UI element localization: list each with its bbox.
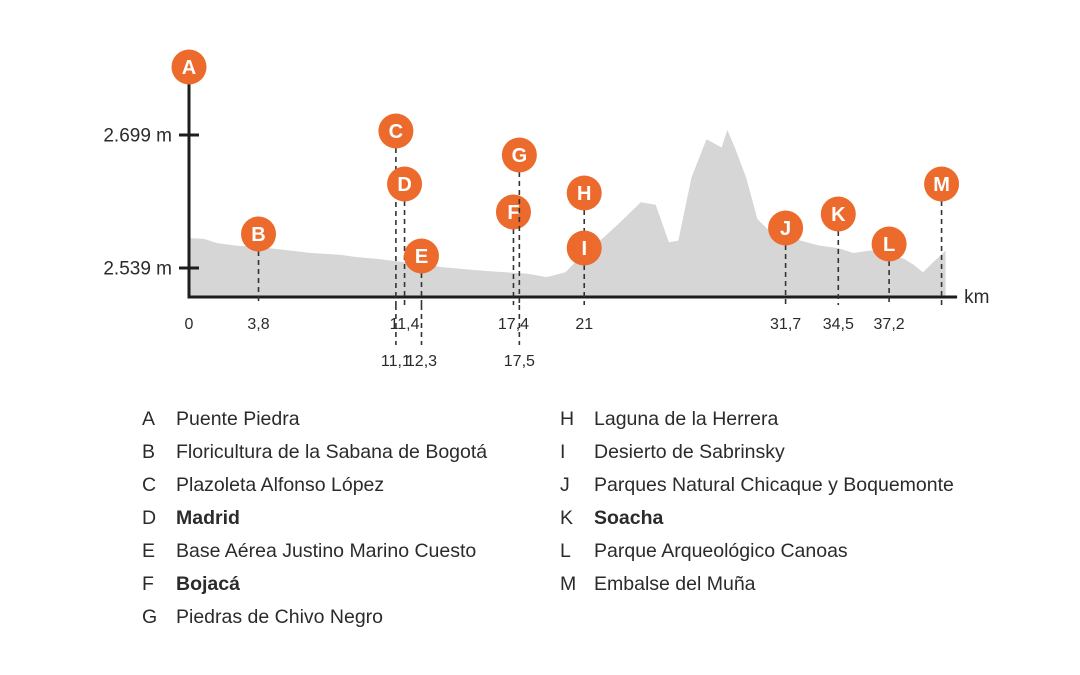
marker-e-circle	[403, 238, 439, 274]
marker-f-letter: F	[507, 202, 519, 224]
legend-letter: J	[560, 474, 570, 496]
legend-place-name: Floricultura de la Sabana de Bogotá	[176, 441, 488, 463]
marker-a-circle	[171, 49, 207, 85]
legend-letter: F	[142, 573, 154, 595]
legend-letter: A	[142, 408, 156, 430]
x-tick-label-c: 11,1	[381, 353, 411, 370]
legend-item-l: L Parque Arqueológico Canoas	[560, 535, 954, 568]
legend-item-j: J Parques Natural Chicaque y Boquemonte	[560, 469, 954, 502]
legend-item-a: A Puente Piedra	[142, 403, 487, 436]
marker-m-circle	[924, 166, 960, 202]
legend-place-name: Puente Piedra	[176, 408, 300, 430]
legend-place-name: Bojacá	[176, 573, 240, 595]
x-tick-label-e: 12,3	[406, 353, 437, 370]
y-tick-label: 2.539 m	[103, 259, 172, 280]
legend-letter: I	[560, 441, 566, 463]
legend-place-name: Soacha	[594, 507, 664, 529]
elevation-area	[189, 130, 946, 297]
x-tick-label-d: 11,4	[390, 316, 420, 333]
legend-item-d: D Madrid	[142, 502, 487, 535]
legend-letter: L	[560, 540, 571, 562]
marker-h-letter: H	[577, 183, 591, 205]
legend-letter: M	[560, 573, 577, 595]
marker-g-circle	[501, 137, 537, 173]
marker-c-letter: C	[389, 121, 403, 143]
x-tick-label-j: 31,7	[770, 316, 801, 333]
legend-item-c: C Plazoleta Alfonso López	[142, 469, 487, 502]
legend-letter: C	[142, 474, 157, 496]
x-tick-label-k: 34,5	[823, 316, 854, 333]
x-tick-label-f: 17,4	[498, 316, 529, 333]
legend-right-column: H Laguna de la Herrera I Desierto de Sabrin…	[560, 403, 954, 601]
marker-d-letter: D	[397, 174, 411, 196]
y-tick-label: 2.699 m	[103, 126, 172, 147]
x-tick-label-i: 21	[575, 316, 593, 333]
marker-b-letter: B	[251, 224, 265, 246]
marker-k-circle	[820, 196, 856, 232]
marker-m-letter: M	[933, 174, 950, 196]
legend-letter: K	[560, 507, 574, 529]
marker-c-circle	[378, 113, 414, 149]
legend-place-name: Madrid	[176, 507, 240, 529]
legend-place-name: Parques Natural Chicaque y Boquemonte	[594, 474, 954, 496]
marker-d-circle	[387, 166, 423, 202]
marker-k-letter: K	[831, 204, 846, 226]
elevation-profile-chart: km 2.539 m 2.699 m A 0 B 3,8 C 11,1 D 11,4 E 12,3 F 17…	[103, 49, 989, 370]
marker-a-letter: A	[182, 57, 196, 79]
legend-left-column: A Puente Piedra B Floricultura de la Sabana…	[142, 403, 487, 634]
x-axis-unit: km	[964, 287, 989, 308]
legend-item-k: K Soacha	[560, 502, 954, 535]
legend-letter: B	[142, 441, 156, 463]
legend-item-b: B Floricultura de la Sabana de Bogotá	[142, 436, 487, 469]
x-tick-label-g: 17,5	[504, 353, 535, 370]
marker-l-circle	[871, 226, 907, 262]
x-tick-label-l: 37,2	[874, 316, 905, 333]
marker-i-letter: I	[581, 238, 587, 260]
legend-item-m: M Embalse del Muña	[560, 568, 954, 601]
x-tick-label-b: 3,8	[247, 316, 269, 333]
marker-b-circle	[241, 216, 277, 252]
marker-j-circle	[768, 210, 804, 246]
legend-item-f: F Bojacá	[142, 568, 487, 601]
legend-place-name: Parque Arqueológico Canoas	[594, 540, 848, 562]
legend-place-name: Desierto de Sabrinsky	[594, 441, 785, 463]
legend-letter: H	[560, 408, 575, 430]
legend-place-name: Base Aérea Justino Marino Cuesto	[176, 540, 477, 562]
legend-item-h: H Laguna de la Herrera	[560, 403, 954, 436]
marker-e-letter: E	[415, 246, 428, 268]
marker-i-circle	[566, 230, 602, 266]
legend-place-name: Piedras de Chivo Negro	[176, 606, 384, 628]
legend-place-name: Laguna de la Herrera	[594, 408, 779, 430]
marker-l-letter: L	[883, 234, 895, 256]
legend-letter: D	[142, 507, 157, 529]
legend-item-g: G Piedras de Chivo Negro	[142, 601, 487, 634]
legend-place-name: Embalse del Muña	[594, 573, 756, 595]
marker-f-circle	[495, 194, 531, 230]
marker-j-letter: J	[780, 218, 791, 240]
marker-g-letter: G	[512, 145, 528, 167]
legend-place-name: Plazoleta Alfonso López	[176, 474, 385, 496]
marker-h-circle	[566, 175, 602, 211]
x-tick-label-a: 0	[185, 316, 194, 333]
legend-item-e: E Base Aérea Justino Marino Cuesto	[142, 535, 487, 568]
legend-item-i: I Desierto de Sabrinsky	[560, 436, 954, 469]
legend-letter: G	[142, 606, 158, 628]
legend-letter: E	[142, 540, 156, 562]
